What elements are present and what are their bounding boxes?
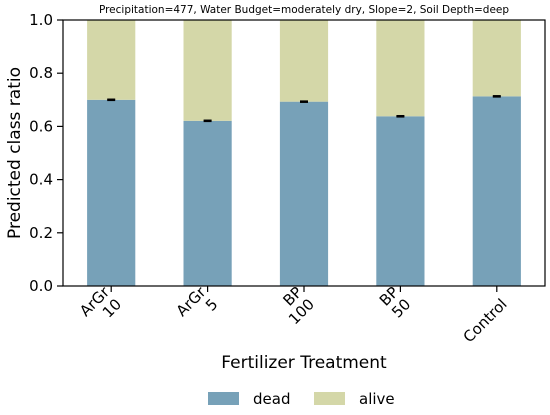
x-tick-label-group-1: ArGr5 xyxy=(173,283,223,333)
x-tick-label-group-2: BP100 xyxy=(273,283,318,328)
bar-dead-2 xyxy=(279,101,329,286)
legend-swatch-alive xyxy=(314,392,345,405)
bar-alive-0 xyxy=(87,20,136,100)
y-tick-label-5: 1.0 xyxy=(29,11,53,29)
x-tick-label-line: 5 xyxy=(202,295,221,314)
x-tick-label-4: Control xyxy=(460,295,511,346)
legend-label-alive: alive xyxy=(359,390,395,408)
x-tick-label-group-4: Control xyxy=(460,295,511,346)
bar-dead-1 xyxy=(183,120,232,287)
x-tick-label-2: BP100 xyxy=(273,283,318,328)
bar-alive-3 xyxy=(376,20,425,117)
legend-swatch-dead xyxy=(208,392,239,405)
bar-dead-4 xyxy=(472,96,521,286)
legend: dead alive xyxy=(208,390,395,408)
x-tick-label-group-3: BP50 xyxy=(376,283,414,321)
bar-dead-0 xyxy=(87,99,136,286)
y-axis-label: Predicted class ratio xyxy=(5,67,25,239)
y-tick-label-1: 0.2 xyxy=(29,224,53,242)
bar-alive-4 xyxy=(472,20,521,97)
y-tick-label-2: 0.4 xyxy=(29,171,53,189)
bar-alive-2 xyxy=(279,20,329,102)
x-tick-label-1: ArGr5 xyxy=(173,283,223,333)
bar-alive-1 xyxy=(183,20,232,121)
y-tick-label-0: 0.0 xyxy=(29,277,53,295)
x-axis-label: Fertilizer Treatment xyxy=(221,353,387,373)
x-tick-label-0: ArGr10 xyxy=(76,283,126,333)
chart-title: Precipitation=477, Water Budget=moderate… xyxy=(99,4,509,16)
bar-dead-3 xyxy=(376,116,425,287)
x-tick-label-group-0: ArGr10 xyxy=(76,283,126,333)
bars-layer xyxy=(87,20,521,287)
legend-label-dead: dead xyxy=(253,390,290,408)
x-tick-label-3: BP50 xyxy=(376,283,414,321)
errorbars-layer xyxy=(107,95,501,123)
y-tick-label-3: 0.6 xyxy=(29,117,53,135)
y-tick-label-4: 0.8 xyxy=(29,64,53,82)
x-tick-label-line: Control xyxy=(460,295,511,346)
